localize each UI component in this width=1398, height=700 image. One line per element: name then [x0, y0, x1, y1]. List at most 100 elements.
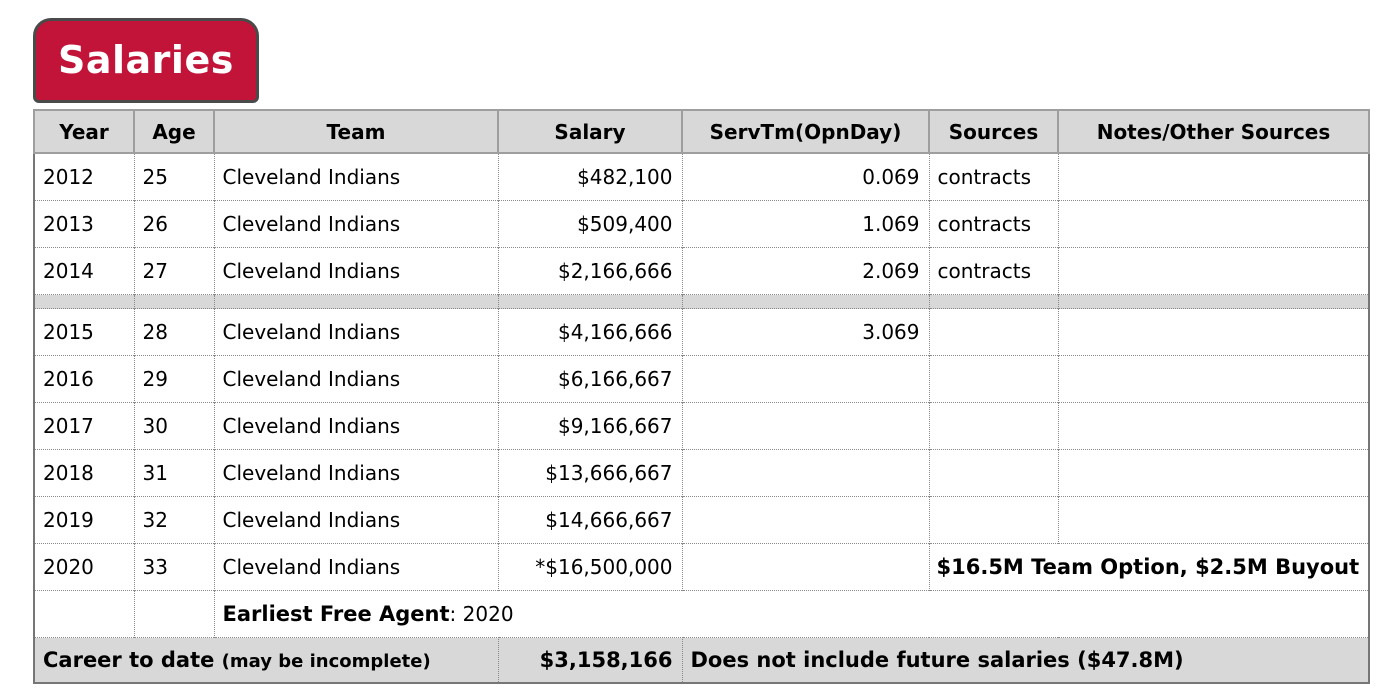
year-cell: 2018 — [34, 449, 135, 497]
salary-row-2014: 2014 27 Cleveland Indians $2,166,666 2.0… — [34, 247, 1369, 295]
col-header-servtm: ServTm(OpnDay) — [681, 109, 930, 154]
team-cell: Cleveland Indians — [214, 496, 499, 544]
salary-cell: $13,666,667 — [498, 449, 683, 497]
separator-row — [34, 294, 1369, 309]
age-cell: 29 — [134, 355, 215, 403]
notes-cell — [1058, 496, 1369, 544]
team-cell: Cleveland Indians — [214, 152, 499, 201]
col-header-team: Team — [213, 109, 499, 154]
year-cell: 2013 — [34, 200, 135, 248]
year-cell: 2012 — [34, 152, 135, 201]
salaries-badge: Salaries — [33, 18, 259, 103]
sources-cell — [929, 496, 1059, 544]
earliest-free-agent-value: : 2020 — [449, 602, 514, 626]
salary-row-2016: 2016 29 Cleveland Indians $6,166,667 — [34, 355, 1369, 403]
salary-cell: $14,666,667 — [498, 496, 683, 544]
servtm-cell — [682, 402, 930, 450]
sources-cell — [929, 308, 1059, 356]
separator-cell — [1058, 294, 1369, 309]
separator-cell — [498, 294, 683, 309]
servtm-cell — [682, 449, 930, 497]
servtm-cell: 3.069 — [682, 308, 930, 356]
year-cell: 2019 — [34, 496, 135, 544]
age-cell — [134, 590, 215, 638]
salary-cell: $482,100 — [498, 152, 683, 201]
sources-cell — [929, 402, 1059, 450]
sources-cell: contracts — [929, 200, 1059, 248]
sources-cell: contracts — [929, 247, 1059, 295]
salary-cell: *$16,500,000 — [498, 543, 683, 591]
col-header-year: Year — [33, 109, 135, 154]
year-cell: 2016 — [34, 355, 135, 403]
header-row: Year Age Team Salary ServTm(OpnDay) Sour… — [33, 109, 1370, 154]
servtm-cell: 0.069 — [682, 152, 930, 201]
career-total-label: Career to date — [43, 648, 215, 672]
salary-row-2018: 2018 31 Cleveland Indians $13,666,667 — [34, 449, 1369, 497]
notes-cell — [1058, 152, 1369, 201]
notes-cell — [1058, 449, 1369, 497]
separator-cell — [34, 294, 135, 309]
career-total-label-cell: Career to date (may be incomplete) — [34, 637, 499, 683]
year-cell: 2017 — [34, 402, 135, 450]
team-cell: Cleveland Indians — [214, 543, 499, 591]
age-cell: 26 — [134, 200, 215, 248]
salaries-badge-label: Salaries — [58, 38, 234, 82]
salary-row-2020: 2020 33 Cleveland Indians *$16,500,000 $… — [34, 543, 1369, 591]
salary-cell: $509,400 — [498, 200, 683, 248]
salary-cell: $6,166,667 — [498, 355, 683, 403]
career-total-row: Career to date (may be incomplete) $3,15… — [34, 637, 1369, 683]
salary-cell: $4,166,666 — [498, 308, 683, 356]
age-cell: 27 — [134, 247, 215, 295]
separator-cell — [214, 294, 499, 309]
earliest-free-agent-label: Earliest Free Agent — [222, 602, 450, 626]
age-cell: 32 — [134, 496, 215, 544]
servtm-cell — [682, 496, 930, 544]
earliest-free-agent-cell: Earliest Free Agent: 2020 — [214, 590, 1369, 638]
sources-cell — [929, 355, 1059, 403]
future-salaries-note: Does not include future salaries ($47.8M… — [682, 637, 1369, 683]
career-total-amount: $3,158,166 — [498, 637, 683, 683]
notes-cell — [1058, 200, 1369, 248]
salary-row-2015: 2015 28 Cleveland Indians $4,166,666 3.0… — [34, 308, 1369, 356]
team-cell: Cleveland Indians — [214, 402, 499, 450]
salary-cell: $2,166,666 — [498, 247, 683, 295]
age-cell: 25 — [134, 152, 215, 201]
sources-cell — [929, 449, 1059, 497]
team-option-note: $16.5M Team Option, $2.5M Buyout — [929, 543, 1369, 591]
separator-cell — [929, 294, 1059, 309]
salary-row-2019: 2019 32 Cleveland Indians $14,666,667 — [34, 496, 1369, 544]
career-total-note: (may be incomplete) — [221, 651, 431, 672]
separator-cell — [134, 294, 215, 309]
notes-cell — [1058, 247, 1369, 295]
team-cell: Cleveland Indians — [214, 308, 499, 356]
notes-cell — [1058, 308, 1369, 356]
col-header-age: Age — [133, 109, 215, 154]
notes-cell — [1058, 355, 1369, 403]
team-cell: Cleveland Indians — [214, 247, 499, 295]
age-cell: 31 — [134, 449, 215, 497]
salary-row-2017: 2017 30 Cleveland Indians $9,166,667 — [34, 402, 1369, 450]
salaries-table: Year Age Team Salary ServTm(OpnDay) Sour… — [33, 109, 1370, 684]
age-cell: 28 — [134, 308, 215, 356]
servtm-cell: 2.069 — [682, 247, 930, 295]
salary-cell: $9,166,667 — [498, 402, 683, 450]
year-cell: 2014 — [34, 247, 135, 295]
col-header-salary: Salary — [497, 109, 683, 154]
salary-row-2013: 2013 26 Cleveland Indians $509,400 1.069… — [34, 200, 1369, 248]
team-cell: Cleveland Indians — [214, 355, 499, 403]
servtm-cell: 1.069 — [682, 200, 930, 248]
col-header-sources: Sources — [928, 109, 1059, 154]
age-cell: 33 — [134, 543, 215, 591]
notes-cell — [1058, 402, 1369, 450]
year-cell: 2015 — [34, 308, 135, 356]
age-cell: 30 — [134, 402, 215, 450]
team-cell: Cleveland Indians — [214, 449, 499, 497]
earliest-free-agent-row: Earliest Free Agent: 2020 — [34, 590, 1369, 638]
servtm-cell — [682, 355, 930, 403]
sources-cell: contracts — [929, 152, 1059, 201]
servtm-cell — [682, 543, 930, 591]
separator-cell — [682, 294, 930, 309]
year-cell — [34, 590, 135, 638]
salary-row-2012: 2012 25 Cleveland Indians $482,100 0.069… — [34, 152, 1369, 201]
